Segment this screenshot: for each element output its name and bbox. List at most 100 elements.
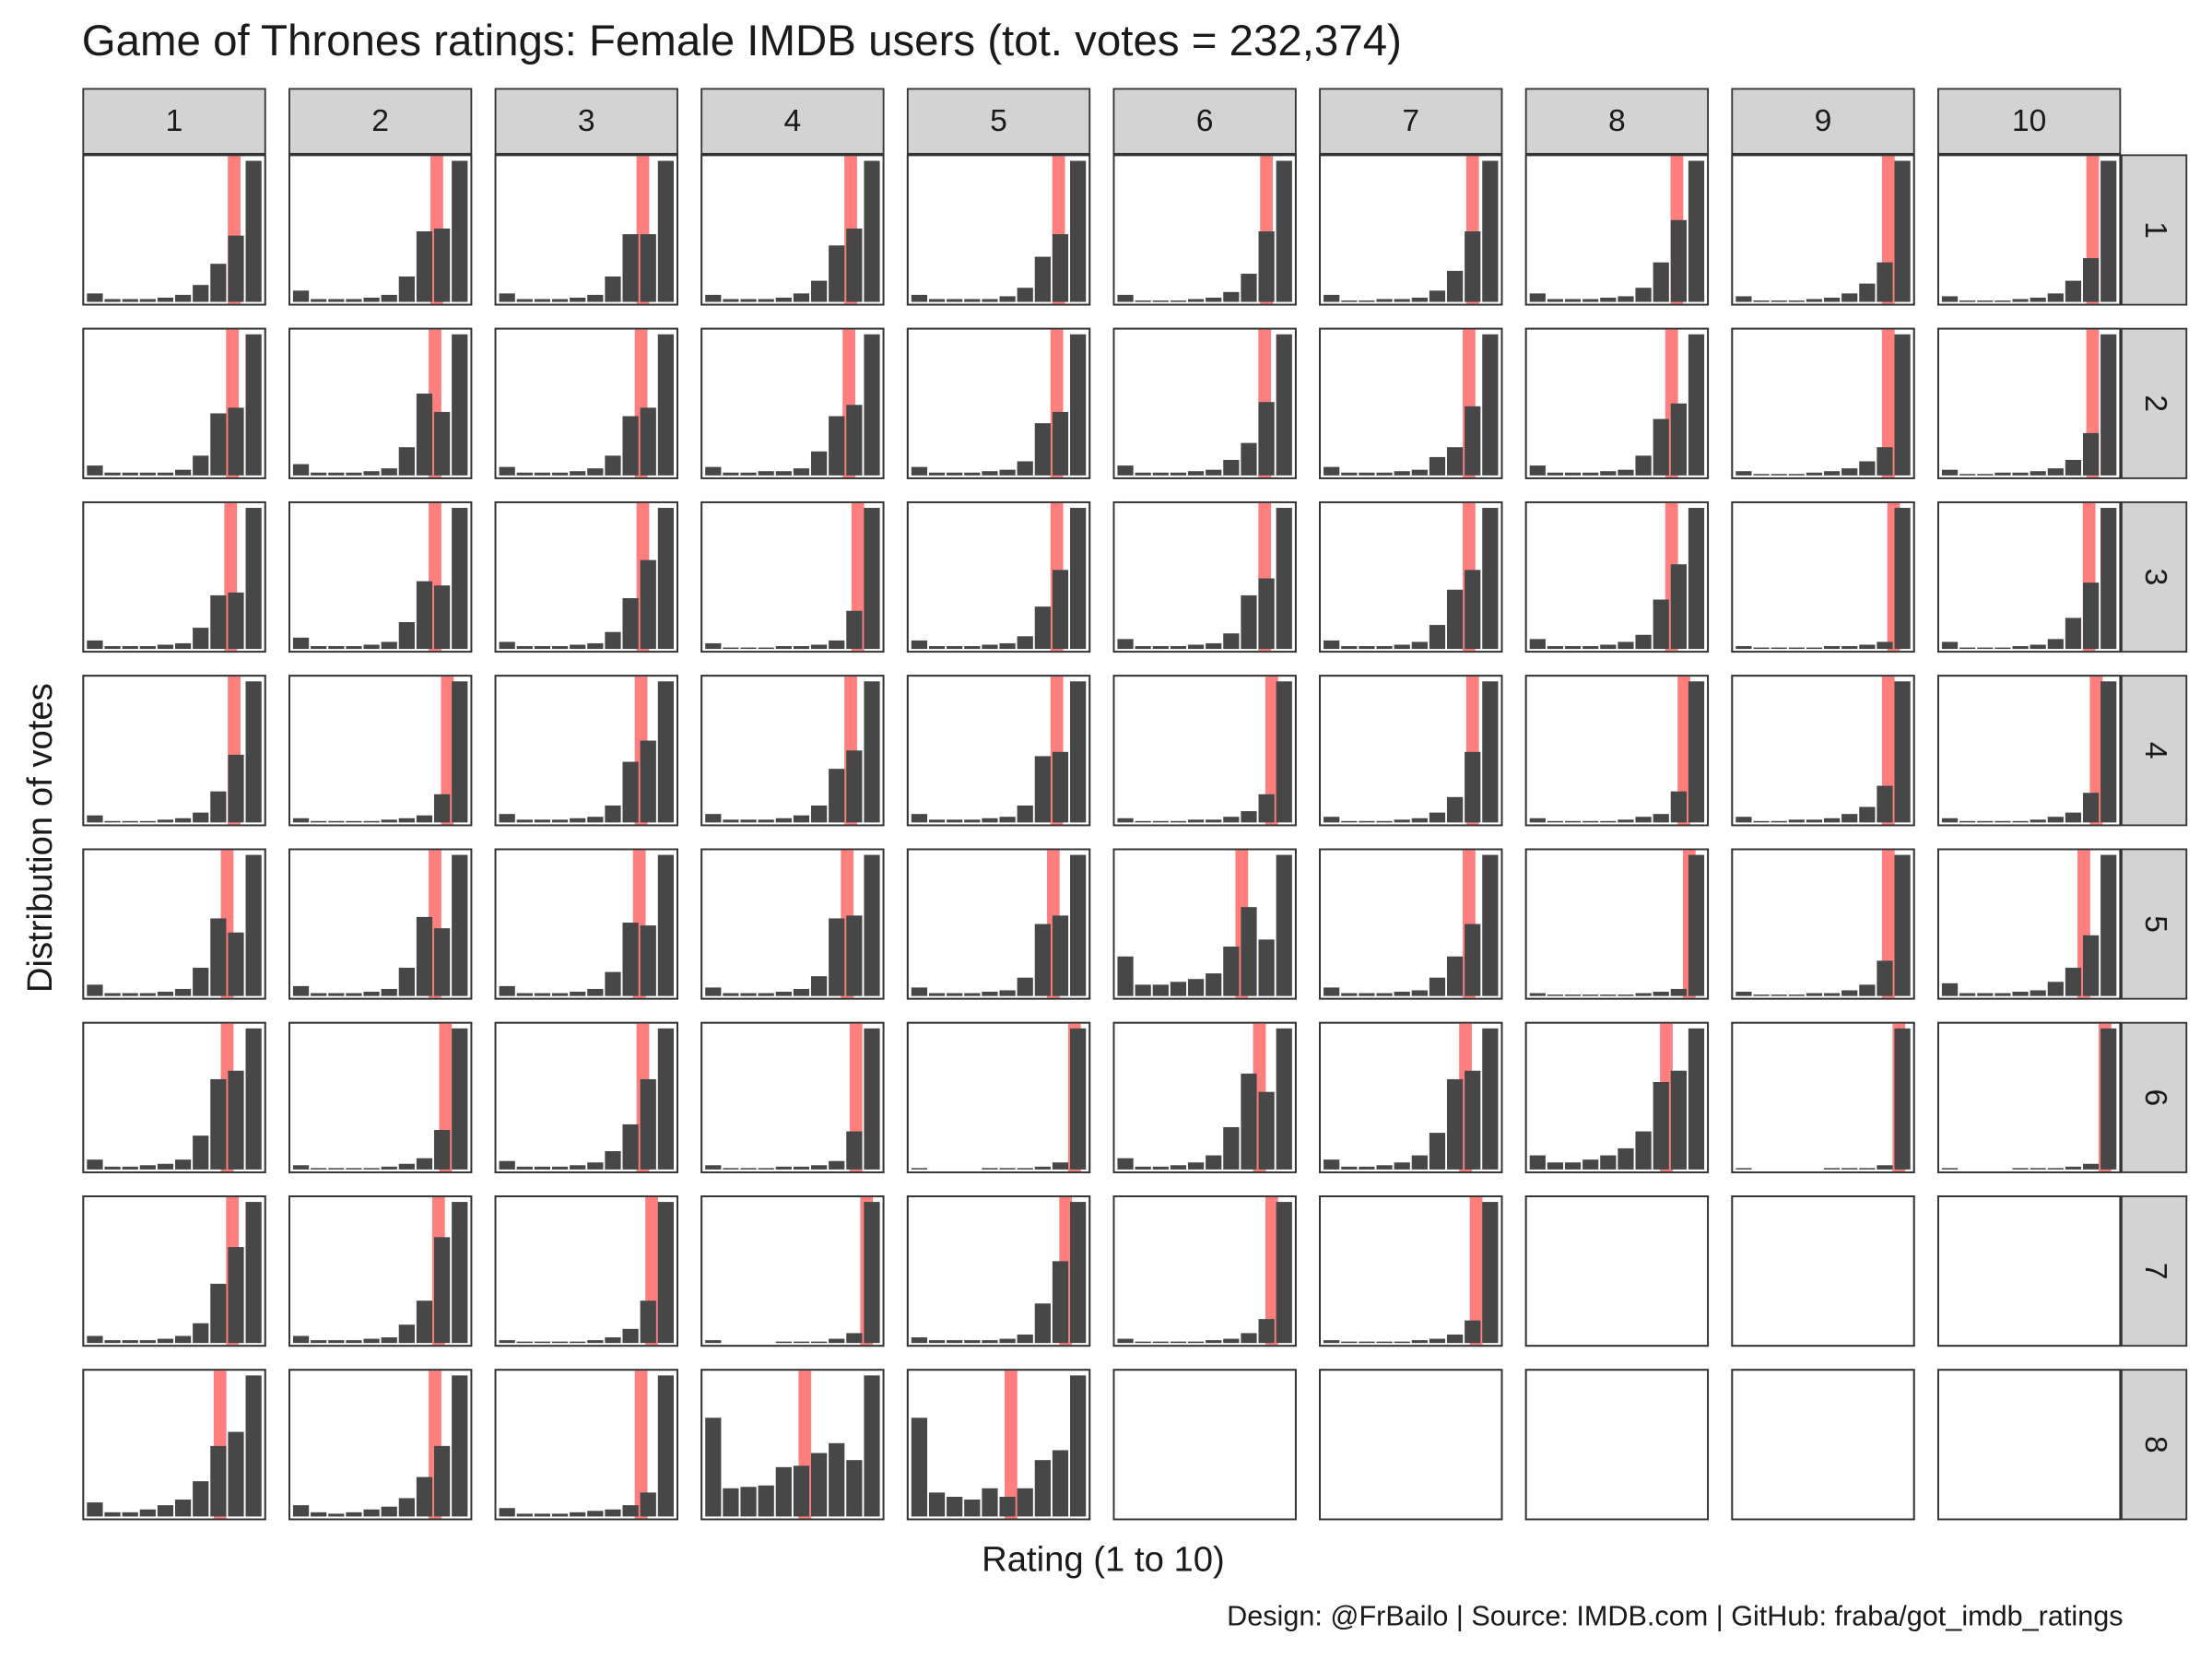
- bar: [705, 1418, 722, 1517]
- bar: [139, 1165, 156, 1170]
- bar: [1446, 589, 1464, 650]
- bar: [311, 1512, 327, 1517]
- bar: [174, 1159, 192, 1170]
- bar: [1771, 474, 1787, 476]
- bar: [122, 472, 138, 476]
- column-strip: [906, 88, 1091, 155]
- bar: [1135, 472, 1151, 476]
- bar: [928, 1492, 946, 1517]
- bar: [723, 472, 739, 476]
- season-label: 7: [2138, 1263, 2172, 1280]
- bar: [210, 413, 227, 476]
- bar: [104, 1340, 121, 1344]
- bar: [228, 1247, 244, 1344]
- bar: [1241, 594, 1257, 650]
- bar: [810, 1453, 828, 1517]
- bar: [587, 642, 604, 650]
- bar: [846, 228, 863, 302]
- bar: [174, 1500, 192, 1517]
- bar: [157, 644, 174, 650]
- bar: [1276, 854, 1292, 996]
- bar: [740, 472, 757, 476]
- bar: [499, 293, 515, 302]
- bar: [911, 640, 928, 650]
- bar: [1206, 297, 1222, 302]
- bar: [1117, 1338, 1134, 1344]
- bar: [516, 819, 533, 823]
- bar: [1152, 646, 1169, 650]
- bar: [328, 820, 345, 823]
- bar: [381, 1337, 397, 1344]
- bar: [1070, 334, 1087, 476]
- bar: [657, 1028, 674, 1170]
- bar: [793, 293, 810, 302]
- bar: [1547, 299, 1564, 302]
- bar: [1206, 819, 1222, 823]
- bar: [640, 407, 656, 476]
- mean-marker: [634, 1371, 648, 1519]
- bar: [1223, 633, 1240, 650]
- bar: [829, 1160, 845, 1170]
- panel: [1524, 848, 1710, 1000]
- bar: [516, 1513, 533, 1517]
- bar: [605, 1150, 621, 1170]
- bar: [605, 971, 621, 996]
- bar: [1394, 819, 1410, 823]
- bar: [928, 819, 946, 823]
- panel: [1936, 1195, 2122, 1347]
- episode-label: 6: [1196, 104, 1214, 138]
- bar: [1977, 820, 1994, 823]
- column-strip: [1112, 88, 1297, 155]
- bar: [570, 297, 586, 302]
- panel-border: [494, 675, 678, 827]
- bar: [434, 928, 451, 996]
- bar: [1600, 644, 1617, 650]
- bar: [999, 296, 1016, 302]
- bar: [982, 644, 998, 650]
- panel-border: [82, 154, 266, 306]
- episode-label: 9: [1815, 104, 1832, 138]
- panel-border: [1319, 848, 1503, 1000]
- bar: [982, 1488, 998, 1517]
- bar: [1324, 294, 1340, 302]
- bar: [657, 1202, 674, 1344]
- bar: [398, 1324, 415, 1344]
- bar: [139, 820, 156, 823]
- bar: [1411, 641, 1428, 650]
- bar: [1788, 300, 1805, 302]
- bar: [398, 968, 415, 996]
- bar: [1429, 1133, 1446, 1170]
- bar: [810, 644, 828, 650]
- bar: [1547, 1162, 1564, 1170]
- bar: [452, 1202, 468, 1344]
- bar: [245, 1028, 262, 1170]
- bar: [657, 1375, 674, 1517]
- bar: [1411, 1340, 1428, 1344]
- bar: [1806, 993, 1823, 996]
- bar: [775, 471, 792, 476]
- panel-border: [82, 327, 266, 479]
- bar: [1052, 1450, 1069, 1517]
- panel-border: [1319, 1369, 1503, 1521]
- bar: [1635, 288, 1652, 302]
- bar: [775, 1166, 792, 1170]
- bar: [363, 1168, 380, 1170]
- bar: [1635, 1131, 1652, 1170]
- bar: [999, 1338, 1016, 1344]
- bar: [328, 1513, 345, 1517]
- panel-border: [1112, 154, 1297, 306]
- bar: [2047, 817, 2064, 823]
- bar: [1324, 817, 1340, 823]
- bar: [947, 1340, 963, 1344]
- bar: [2030, 297, 2046, 302]
- bar: [1017, 805, 1033, 823]
- bar: [1806, 819, 1823, 823]
- bar: [104, 1512, 121, 1517]
- bar: [499, 985, 515, 996]
- season-label: 6: [2138, 1088, 2172, 1106]
- bar: [416, 581, 433, 650]
- panel: [1319, 1369, 1503, 1521]
- bar: [1276, 1028, 1292, 1170]
- bar: [1187, 819, 1205, 823]
